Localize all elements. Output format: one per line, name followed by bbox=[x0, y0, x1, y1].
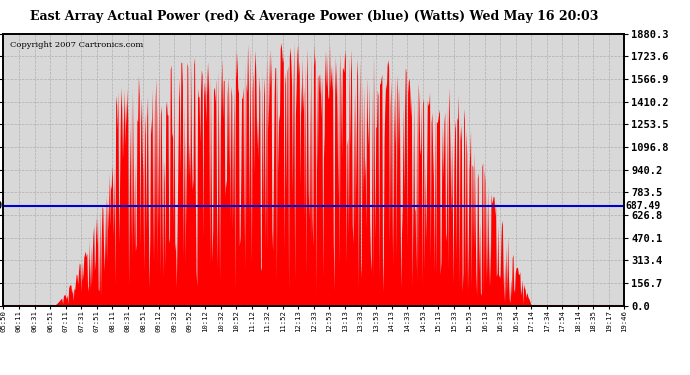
Text: Copyright 2007 Cartronics.com: Copyright 2007 Cartronics.com bbox=[10, 40, 143, 48]
Text: East Array Actual Power (red) & Average Power (blue) (Watts) Wed May 16 20:03: East Array Actual Power (red) & Average … bbox=[30, 10, 598, 23]
Text: 687.49: 687.49 bbox=[0, 201, 3, 211]
Text: 687.49: 687.49 bbox=[626, 201, 661, 211]
